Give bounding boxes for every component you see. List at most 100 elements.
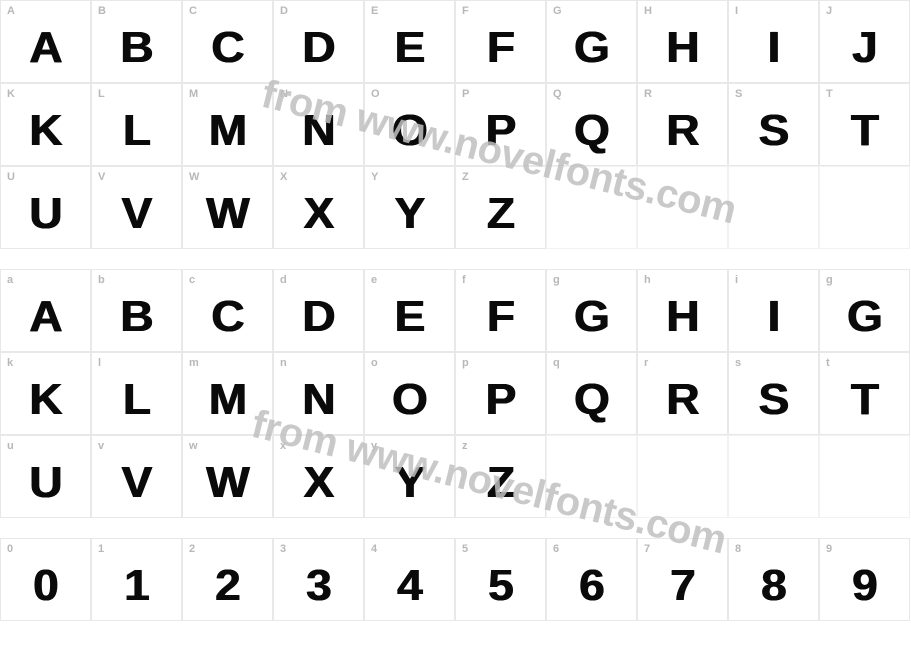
glyph-character: 4 xyxy=(397,561,423,611)
glyph-label: p xyxy=(462,357,469,369)
glyph-character: R xyxy=(666,106,699,156)
glyph-character: I xyxy=(767,23,780,73)
glyph-cell: SS xyxy=(728,83,819,166)
glyph-cell: zZ xyxy=(455,435,546,518)
glyph-label: C xyxy=(189,5,197,17)
glyph-character: M xyxy=(208,106,246,156)
glyph-label: g xyxy=(553,274,560,286)
empty-cell xyxy=(546,166,637,249)
glyph-character: T xyxy=(850,375,878,425)
glyph-cell: kK xyxy=(0,352,91,435)
glyph-cell: AA xyxy=(0,0,91,83)
spacer-cell xyxy=(364,249,455,269)
glyph-cell: rR xyxy=(637,352,728,435)
spacer-cell xyxy=(728,518,819,538)
font-character-map: AABBCCDDEEFFGGHHIIJJKKLLMMNNOOPPQQRRSSTT… xyxy=(0,0,911,668)
glyph-character: 3 xyxy=(306,561,332,611)
spacer-cell xyxy=(546,249,637,269)
glyph-character: B xyxy=(120,292,153,342)
glyph-label: i xyxy=(735,274,738,286)
glyph-label: T xyxy=(826,88,833,100)
spacer-cell xyxy=(637,518,728,538)
glyph-label: n xyxy=(280,357,287,369)
glyph-cell: OO xyxy=(364,83,455,166)
glyph-label: 5 xyxy=(462,543,468,555)
glyph-cell: 33 xyxy=(273,538,364,621)
glyph-label: q xyxy=(553,357,560,369)
glyph-cell: 88 xyxy=(728,538,819,621)
glyph-label: b xyxy=(98,274,105,286)
glyph-character: L xyxy=(122,106,150,156)
glyph-character: 0 xyxy=(33,561,59,611)
glyph-label: Y xyxy=(371,171,378,183)
spacer-cell xyxy=(364,518,455,538)
glyph-cell: II xyxy=(728,0,819,83)
glyph-character: T xyxy=(850,106,878,156)
glyph-cell: 99 xyxy=(819,538,910,621)
glyph-character: F xyxy=(486,292,514,342)
glyph-cell: MM xyxy=(182,83,273,166)
glyph-cell: PP xyxy=(455,83,546,166)
glyph-character: B xyxy=(120,23,153,73)
glyph-character: Z xyxy=(486,458,514,508)
glyph-label: O xyxy=(371,88,380,100)
glyph-label: M xyxy=(189,88,198,100)
glyph-character: U xyxy=(29,189,62,239)
glyph-label: g xyxy=(826,274,833,286)
glyph-row: kKlLmMnNoOpPqQrRsStT xyxy=(0,352,911,435)
glyph-cell: HH xyxy=(637,0,728,83)
glyph-cell: FF xyxy=(455,0,546,83)
glyph-cell: fF xyxy=(455,269,546,352)
glyph-character: L xyxy=(122,375,150,425)
glyph-cell: gG xyxy=(546,269,637,352)
glyph-label: x xyxy=(280,440,286,452)
glyph-cell: uU xyxy=(0,435,91,518)
glyph-character: 9 xyxy=(852,561,878,611)
glyph-character: O xyxy=(392,375,428,425)
glyph-label: S xyxy=(735,88,742,100)
glyph-label: 8 xyxy=(735,543,741,555)
glyph-character: 5 xyxy=(488,561,514,611)
glyph-label: 0 xyxy=(7,543,13,555)
glyph-cell: 66 xyxy=(546,538,637,621)
spacer-cell xyxy=(637,249,728,269)
glyph-label: d xyxy=(280,274,287,286)
glyph-character: G xyxy=(847,292,883,342)
glyph-cell: pP xyxy=(455,352,546,435)
glyph-cell: 77 xyxy=(637,538,728,621)
glyph-character: V xyxy=(121,458,152,508)
glyph-label: E xyxy=(371,5,378,17)
glyph-character: E xyxy=(394,23,425,73)
glyph-character: 8 xyxy=(761,561,787,611)
glyph-label: N xyxy=(280,88,288,100)
glyph-cell: 55 xyxy=(455,538,546,621)
spacer-cell xyxy=(728,249,819,269)
glyph-row: KKLLMMNNOOPPQQRRSSTT xyxy=(0,83,911,166)
glyph-label: z xyxy=(462,440,468,452)
empty-cell xyxy=(728,435,819,518)
glyph-label: 7 xyxy=(644,543,650,555)
glyph-cell: cC xyxy=(182,269,273,352)
empty-cell xyxy=(637,166,728,249)
glyph-cell: JJ xyxy=(819,0,910,83)
glyph-cell: 00 xyxy=(0,538,91,621)
glyph-label: 9 xyxy=(826,543,832,555)
glyph-label: F xyxy=(462,5,469,17)
glyph-cell: NN xyxy=(273,83,364,166)
glyph-cell: nN xyxy=(273,352,364,435)
glyph-character: I xyxy=(767,292,780,342)
glyph-character: W xyxy=(206,189,250,239)
glyph-character: A xyxy=(29,23,62,73)
glyph-label: L xyxy=(98,88,105,100)
glyph-character: U xyxy=(29,458,62,508)
spacer-cell xyxy=(455,249,546,269)
glyph-label: B xyxy=(98,5,106,17)
empty-cell xyxy=(728,166,819,249)
glyph-row: AABBCCDDEEFFGGHHIIJJ xyxy=(0,0,911,83)
empty-cell xyxy=(819,435,910,518)
glyph-label: r xyxy=(644,357,648,369)
glyph-row: 00112233445566778899 xyxy=(0,538,911,621)
glyph-character: Q xyxy=(574,375,610,425)
glyph-cell: XX xyxy=(273,166,364,249)
glyph-cell: mM xyxy=(182,352,273,435)
